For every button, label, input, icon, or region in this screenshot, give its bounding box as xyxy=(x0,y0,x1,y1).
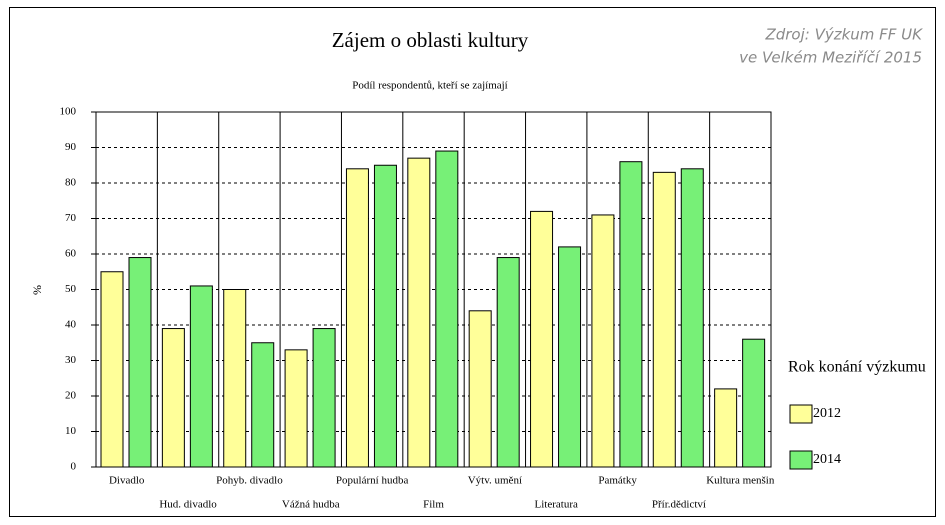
bar xyxy=(312,328,336,468)
x-tick-label: Výtv. umění xyxy=(468,475,522,487)
bar xyxy=(223,289,247,468)
x-tick-label: Pohyb. divadlo xyxy=(216,475,283,487)
source: Zdroj: Výzkum FF UK xyxy=(764,26,923,44)
y-tick-label: 70 xyxy=(65,212,77,224)
y-tick-label: 0 xyxy=(71,461,77,473)
source: ve Velkém Meziříčí 2015 xyxy=(739,49,922,67)
bar xyxy=(435,150,459,468)
legend-label: 2014 xyxy=(813,452,841,467)
y-tick-label: 10 xyxy=(65,425,77,437)
bar xyxy=(591,214,615,468)
x-tick-label: Literatura xyxy=(535,499,578,511)
chart-subtitle: Podíl respondentů, kteří se zajímají xyxy=(352,80,508,92)
bar xyxy=(742,338,766,468)
legend-swatch xyxy=(789,404,813,424)
plot-area xyxy=(95,111,772,468)
y-axis-label: % xyxy=(30,285,44,295)
y-tick-label: 100 xyxy=(60,106,77,118)
bar xyxy=(128,257,152,468)
bar xyxy=(161,328,185,468)
bar xyxy=(100,271,124,468)
x-tick-label: Vážná hudba xyxy=(282,499,340,511)
bar xyxy=(284,349,308,468)
x-tick-label: Hud. divadlo xyxy=(159,499,217,511)
x-tick-label: Památky xyxy=(598,475,637,487)
x-tick-label: Přír.dědictví xyxy=(652,499,706,511)
bar xyxy=(619,161,643,468)
y-tick-label: 20 xyxy=(65,390,77,402)
bar xyxy=(251,342,275,468)
bar xyxy=(680,168,704,468)
frame xyxy=(9,7,936,517)
bar xyxy=(558,246,582,468)
y-tick-label: 80 xyxy=(65,177,77,189)
y-tick-label: 90 xyxy=(65,141,77,153)
bar xyxy=(714,388,738,468)
x-tick-label: Kultura menšin xyxy=(706,475,775,487)
y-tick-label: 50 xyxy=(65,283,77,295)
x-tick-label: Populární hudba xyxy=(336,475,409,487)
bar xyxy=(373,164,397,468)
bar xyxy=(189,285,213,468)
y-tick-label: 60 xyxy=(65,248,77,260)
y-tick-label: 30 xyxy=(65,354,77,366)
x-tick-label: Divadlo xyxy=(109,475,145,487)
bar xyxy=(345,168,369,468)
y-tick-label: 40 xyxy=(65,319,77,331)
chart-title: Zájem o oblasti kultury xyxy=(332,28,529,52)
legend-swatch xyxy=(789,450,813,470)
x-tick-label: Film xyxy=(423,499,444,511)
bar xyxy=(468,310,492,468)
bar xyxy=(407,157,431,468)
legend-title: Rok konání výzkumu xyxy=(788,359,926,376)
legend-label: 2012 xyxy=(813,406,841,421)
bar xyxy=(496,257,520,468)
bar xyxy=(652,171,676,468)
bar xyxy=(530,210,554,468)
